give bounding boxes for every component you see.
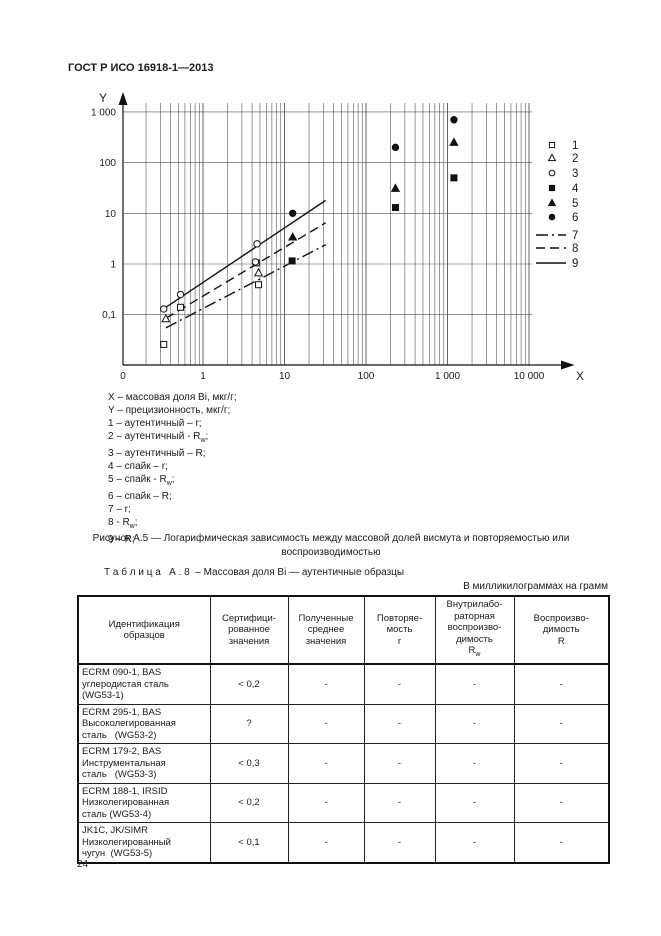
svg-text:5: 5	[572, 198, 578, 210]
svg-text:9: 9	[572, 258, 578, 270]
note-line: 8 - Rw;	[108, 517, 138, 530]
repeatability-value: -	[363, 743, 436, 784]
note-line: 6 – спайк – R;	[108, 491, 172, 502]
sample-name: JK1C, JK/SIMR Низколегированный чугун (WG5…	[77, 822, 211, 863]
document-title: ГОСТ Р ИСО 16918-1—2013	[68, 62, 214, 74]
intralab-value: -	[434, 743, 515, 784]
mean-value: -	[287, 703, 365, 744]
series-6-points	[288, 116, 458, 218]
sample-name: ECRM 295-1, BAS Высоколегированная сталь (…	[77, 703, 211, 744]
svg-text:3: 3	[572, 168, 578, 180]
reproducibility-value: -	[513, 663, 610, 705]
series-5-points	[288, 137, 459, 241]
mean-value: -	[287, 782, 365, 823]
mean-value: -	[287, 822, 365, 863]
svg-text:0: 0	[120, 371, 126, 382]
svg-text:0,1: 0,1	[102, 310, 116, 321]
certified-value: < 0,1	[209, 822, 289, 863]
note-line: Y – прецизионность, мкг/г;	[108, 405, 231, 416]
table-row: ECRM 295-1, BAS Высоколегированная сталь (…	[77, 703, 610, 744]
figure-notes: X – массовая доля Bi, мкг/г; Y – прецизи…	[108, 391, 237, 546]
table-row: JK1C, JK/SIMR Низколегированный чугун (WG5…	[77, 822, 610, 863]
svg-text:1: 1	[200, 371, 206, 382]
intralab-value: -	[434, 822, 515, 863]
mean-value: -	[287, 663, 365, 705]
chart-axes	[118, 92, 575, 370]
note-line: 1 – аутентичный – r;	[108, 418, 202, 429]
certified-value: ?	[209, 703, 289, 744]
svg-text:7: 7	[572, 230, 578, 242]
repeatability-value: -	[363, 782, 436, 823]
sample-name: ECRM 188-1, IRSID Низколегированная сталь …	[77, 782, 211, 823]
svg-text:1 000: 1 000	[435, 371, 460, 382]
table-row: ECRM 090-1, BAS углеродистая сталь (WG53-1…	[77, 663, 610, 705]
svg-text:6: 6	[572, 212, 578, 224]
sample-name: ECRM 179-2, BAS Инструментальная сталь (WG…	[77, 743, 211, 784]
intralab-value: -	[434, 663, 515, 705]
col-header-obtained-mean: Полученные среднее значения	[287, 595, 365, 665]
col-header-certified: Сертифици-рованное значения	[209, 595, 289, 665]
chart-grid	[123, 103, 532, 365]
note-line: X – массовая доля Bi, мкг/г;	[108, 392, 237, 403]
table-row: ECRM 188-1, IRSID Низколегированная сталь …	[77, 782, 610, 823]
table-title: Т а б л и ц а А . 8 – Массовая доля Bi —…	[104, 567, 405, 578]
certified-value: < 0,2	[209, 782, 289, 823]
svg-text:2: 2	[572, 153, 578, 165]
repeatability-value: -	[363, 703, 436, 744]
regression-lines	[165, 199, 327, 329]
repeatability-value: -	[363, 663, 436, 705]
x-axis-label: X	[576, 369, 584, 383]
svg-text:8: 8	[572, 243, 578, 255]
figure-caption: Рисунок А.5 — Логарифмическая зависимост…	[92, 533, 570, 558]
data-table: Идентификация образцов Сертифици-рованное…	[77, 595, 610, 864]
chart-legend: 12 3 4 5 6 78 9	[536, 140, 579, 270]
mean-value: -	[287, 743, 365, 784]
sample-name: ECRM 090-1, BAS углеродистая сталь (WG53-1…	[77, 663, 211, 705]
intralab-value: -	[434, 782, 515, 823]
svg-text:10 000: 10 000	[514, 371, 545, 382]
reproducibility-value: -	[513, 743, 610, 784]
certified-value: < 0,3	[209, 743, 289, 784]
repeatability-value: -	[363, 822, 436, 863]
svg-text:100: 100	[99, 158, 116, 169]
col-header-identification: Идентификация образцов	[77, 595, 211, 665]
reproducibility-value: -	[513, 703, 610, 744]
page-number: 24	[77, 859, 89, 870]
svg-text:100: 100	[358, 371, 375, 382]
regression-line-7	[165, 244, 326, 329]
table-row: ECRM 179-2, BAS Инструментальная сталь (WG…	[77, 743, 610, 784]
figure-chart: 1 000 100 10 1 0,1 0 1 10 100 1 000 10 000 Y X 1 2 3 4 5 6…	[0, 88, 661, 390]
note-line: 9 – R;	[108, 534, 135, 545]
reproducibility-value: -	[513, 822, 610, 863]
note-line: 3 – аутентичный – R;	[108, 448, 206, 459]
table-unit-note: В милликилограммах на грамм	[463, 581, 608, 592]
axis-tick-labels: 1 000 100 10 1 0,1 0 1 10 100 1 000 10 000 Y X	[91, 91, 584, 383]
reproducibility-value: -	[513, 782, 610, 823]
y-axis-label: Y	[99, 91, 107, 105]
col-header-repeatability: Повторяе-мость r	[363, 595, 436, 665]
regression-line-8	[165, 222, 327, 319]
note-line: 5 – спайк - Rw;	[108, 474, 175, 487]
svg-text:1: 1	[572, 140, 578, 152]
note-line: 7 – r;	[108, 504, 131, 515]
note-line: 2 – аутентичный - Rw;	[108, 431, 209, 444]
series-4-points	[288, 174, 458, 265]
table-header-row: Идентификация образцов Сертифици-рованное…	[77, 595, 610, 665]
series-2-points	[161, 267, 264, 323]
svg-text:4: 4	[572, 183, 579, 195]
col-header-reproducibility: Воспроизво-димость R	[513, 595, 610, 665]
series-3-points	[160, 240, 261, 313]
certified-value: < 0,2	[209, 663, 289, 705]
regression-line-9	[165, 199, 327, 308]
svg-text:1 000: 1 000	[91, 107, 116, 118]
intralab-value: -	[434, 703, 515, 744]
svg-text:10: 10	[279, 371, 291, 382]
col-header-intralab: Внутрилабо-раторная воспроизво-димость Rw	[434, 595, 515, 665]
svg-text:10: 10	[105, 209, 117, 220]
svg-text:1: 1	[110, 260, 116, 271]
note-line: 4 – спайк – r;	[108, 461, 168, 472]
